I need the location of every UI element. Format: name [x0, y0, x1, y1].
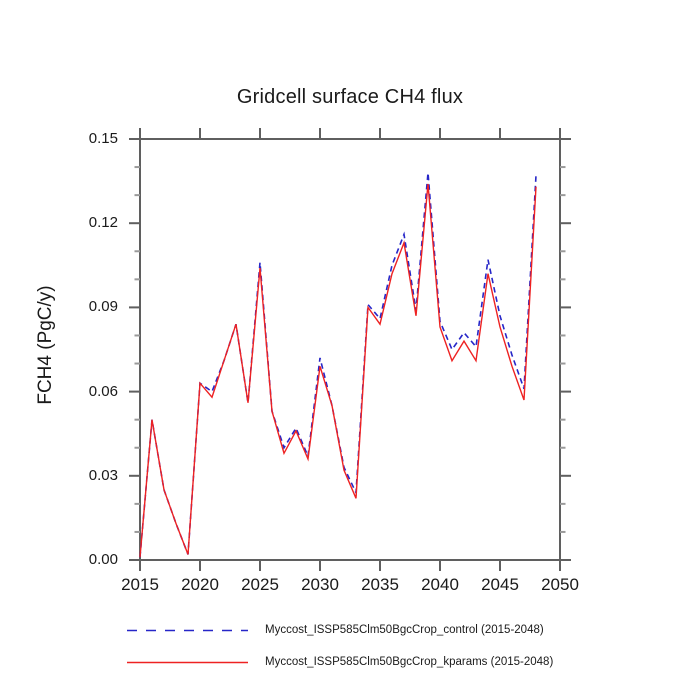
- x-tick-label-2040: 2040: [421, 575, 459, 594]
- y-tick-label-0.09: 0.09: [88, 298, 118, 316]
- series-line-kparams: [139, 183, 537, 558]
- y-axis-title: FCH4 (PgC/y): [35, 285, 56, 405]
- x-tick-label-2025: 2025: [241, 575, 279, 594]
- chart-title: Gridcell surface CH4 flux: [236, 86, 464, 108]
- y-tick-label-0.00: 0.00: [88, 551, 118, 568]
- y-tick-label-0.03: 0.03: [88, 466, 118, 484]
- legend-label-control: Myccost_ISSP585Clm50BgcCrop_control (201…: [265, 624, 544, 636]
- x-tick-label-2030: 2030: [301, 575, 339, 594]
- x-tick-label-2015: 2015: [121, 575, 159, 594]
- series-line-control: [139, 172, 537, 558]
- x-tick-label-2050: 2050: [541, 575, 579, 594]
- x-tick-label-2035: 2035: [361, 575, 399, 594]
- plot-frame: [139, 138, 561, 561]
- y-tick-label-0.12: 0.12: [88, 214, 118, 232]
- x-tick-label-2045: 2045: [481, 575, 519, 594]
- legend-label-kparams: Myccost_ISSP585Clm50BgcCrop_kparams (201…: [265, 656, 554, 668]
- x-tick-label-2020: 2020: [181, 575, 219, 594]
- y-tick-label-0.15: 0.15: [88, 130, 118, 147]
- y-tick-label-0.06: 0.06: [88, 382, 118, 400]
